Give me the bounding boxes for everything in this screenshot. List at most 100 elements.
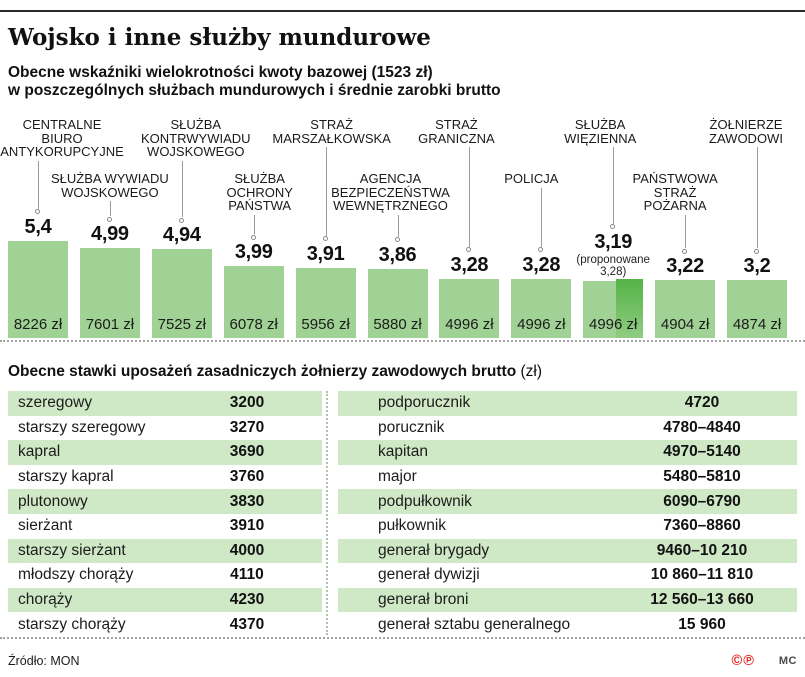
salary-label: 4904 zł [660, 316, 710, 333]
rank-row: starszy szeregowy 3270 [8, 416, 322, 441]
chart-subtitle: Obecne wskaźniki wielokrotności kwoty ba… [8, 64, 805, 100]
rank-row: szeregowy 3200 [8, 391, 322, 416]
bar [655, 280, 716, 338]
rank-value: 4230 [229, 591, 265, 609]
bar-value: 3,86 [378, 243, 417, 266]
bar [79, 248, 140, 338]
salary-label: 4874 zł [732, 316, 782, 333]
bar-value: 3,91 [306, 242, 345, 265]
service-label: SŁUŻBA WIĘZIENNA [564, 117, 637, 146]
rank-row: porucznik 4780–4840 [338, 416, 797, 441]
rank-value: 9460–10 210 [656, 541, 748, 559]
bar [511, 278, 572, 338]
copyright-c-icon: © [731, 653, 744, 669]
salary-table-right: podporucznik 4720 porucznik 4780–4840 kapita… [338, 391, 797, 637]
service-label: SŁUŻBA KONTRWYWIADU WOJSKOWEGO [141, 117, 251, 159]
bar-value: 3,19 (proponowane 3,28) [543, 231, 683, 279]
rank-name: major [378, 468, 417, 486]
rank-row: major 5480–5810 [338, 465, 797, 490]
table-heading: Obecne stawki uposażeń zasadniczych żołn… [8, 362, 805, 381]
rank-name: starszy sierżant [18, 541, 126, 559]
connector-dot-icon [754, 248, 759, 254]
service-label: SŁUŻBA WYWIADU WOJSKOWEGO [51, 171, 169, 200]
rank-name: starszy chorąży [18, 615, 126, 633]
multiplier-bar-chart: CENTRALNE BIURO ANTYKORUPCYJNE 5,4 8226 zł SŁ… [0, 112, 805, 338]
connector-dot-icon [250, 234, 256, 240]
rank-name: plutonowy [18, 492, 88, 510]
chart-subtitle-line1: Obecne wskaźniki wielokrotności kwoty ba… [8, 64, 433, 81]
service-label: ŻOŁNIERZE ZAWODOWI [709, 117, 783, 146]
rank-value: 4370 [229, 615, 265, 633]
salary-table-left: szeregowy 3200 starszy szeregowy 3270 kapral… [8, 391, 322, 637]
service-label: STRAŻ MARSZAŁKOWSKA [272, 117, 391, 146]
rank-row: plutonowy 3830 [8, 489, 322, 514]
connector-line [397, 214, 399, 237]
rank-value: 3690 [229, 443, 265, 461]
rank-name: kapitan [378, 443, 428, 461]
connector-dot-icon [682, 248, 688, 254]
rank-row: generał sztabu generalnego 15 960 [338, 612, 797, 637]
salary-label: 4996 zł [517, 316, 566, 333]
proposed-bar-segment [615, 278, 644, 338]
rank-value: 4720 [684, 394, 720, 412]
chart-column: SŁUŻBA KONTRWYWIADU WOJSKOWEGO 4,94 7525 zł [141, 112, 251, 338]
chart-bottom-dotted-rule [0, 340, 805, 342]
bar [223, 266, 284, 338]
connector-line [253, 214, 255, 235]
rank-name: podpułkownik [378, 492, 472, 510]
connector-dot-icon [322, 236, 328, 242]
service-label: CENTRALNE BIURO ANTYKORUPCYJNE [0, 117, 124, 159]
service-label: PAŃSTWOWA STRAŻ POŻARNA [632, 171, 718, 213]
rank-row: podpułkownik 6090–6790 [338, 489, 797, 514]
rank-row: generał brygady 9460–10 210 [338, 538, 797, 564]
connector-dot-icon [610, 224, 616, 230]
bar-value: 4,99 [91, 223, 129, 246]
rank-name: szeregowy [18, 394, 93, 412]
salary-label: 6078 zł [229, 316, 278, 333]
salary-label: 8226 zł [13, 316, 63, 333]
rank-value: 3270 [229, 418, 265, 436]
chart-column: PAŃSTWOWA STRAŻ POŻARNA 3,22 4904 zł [632, 112, 718, 338]
rank-value: 12 560–13 660 [650, 591, 754, 609]
footer-dotted-rule [0, 637, 805, 639]
salary-label: 4996 zł [445, 316, 494, 333]
credit-label: MC [778, 655, 797, 667]
connector-dot-icon [394, 237, 400, 243]
top-rule [0, 10, 805, 12]
bar [439, 278, 500, 338]
chart-column: ŻOŁNIERZE ZAWODOWI 3,2 4874 zł [709, 112, 787, 338]
bar-value: 3,28 [450, 253, 489, 276]
service-label: STRAŻ GRANICZNA [418, 117, 495, 146]
salary-label: 4996 zł [589, 316, 638, 333]
copyright-icons: ©℗ [732, 653, 755, 669]
rank-name: młodszy chorąży [18, 566, 134, 584]
rank-row: generał dywizji 10 860–11 810 [338, 563, 797, 588]
chart-column: STRAŻ GRANICZNA 3,28 4996 zł [418, 112, 500, 338]
rank-name: starszy szeregowy [18, 418, 146, 436]
rank-value: 3760 [229, 468, 265, 486]
connector-line [325, 147, 327, 236]
chart-subtitle-line2: w poszczególnych służbach mundurowych i … [8, 82, 501, 99]
rank-row: starszy kapral 3760 [8, 465, 322, 490]
rank-row: generał broni 12 560–13 660 [338, 587, 797, 613]
rank-name: generał sztabu generalnego [378, 615, 571, 633]
bar [151, 249, 212, 338]
rank-name: sierżant [18, 517, 73, 535]
rank-value: 3910 [229, 517, 265, 535]
chart-column: CENTRALNE BIURO ANTYKORUPCYJNE 5,4 8226 zł [0, 112, 124, 338]
rank-row: podporucznik 4720 [338, 391, 797, 416]
bar [727, 280, 787, 338]
connector-dot-icon [106, 216, 112, 222]
connector-line [685, 214, 687, 249]
chart-column: POLICJA 3,28 4996 zł [504, 112, 572, 338]
rank-row: kapral 3690 [8, 440, 322, 465]
connector-line [541, 187, 543, 247]
rank-name: generał broni [378, 591, 469, 609]
rank-value: 4110 [230, 566, 264, 584]
proposed-value-note: (proponowane 3,28) [576, 253, 650, 279]
service-label: AGENCJA BEZPIECZEŃSTWA WEWNĘTRZNEGO [331, 171, 450, 213]
connector-line [109, 201, 111, 217]
rank-value: 10 860–11 810 [650, 566, 754, 584]
rank-value: 4970–5140 [663, 443, 741, 461]
rank-row: chorąży 4230 [8, 587, 322, 613]
